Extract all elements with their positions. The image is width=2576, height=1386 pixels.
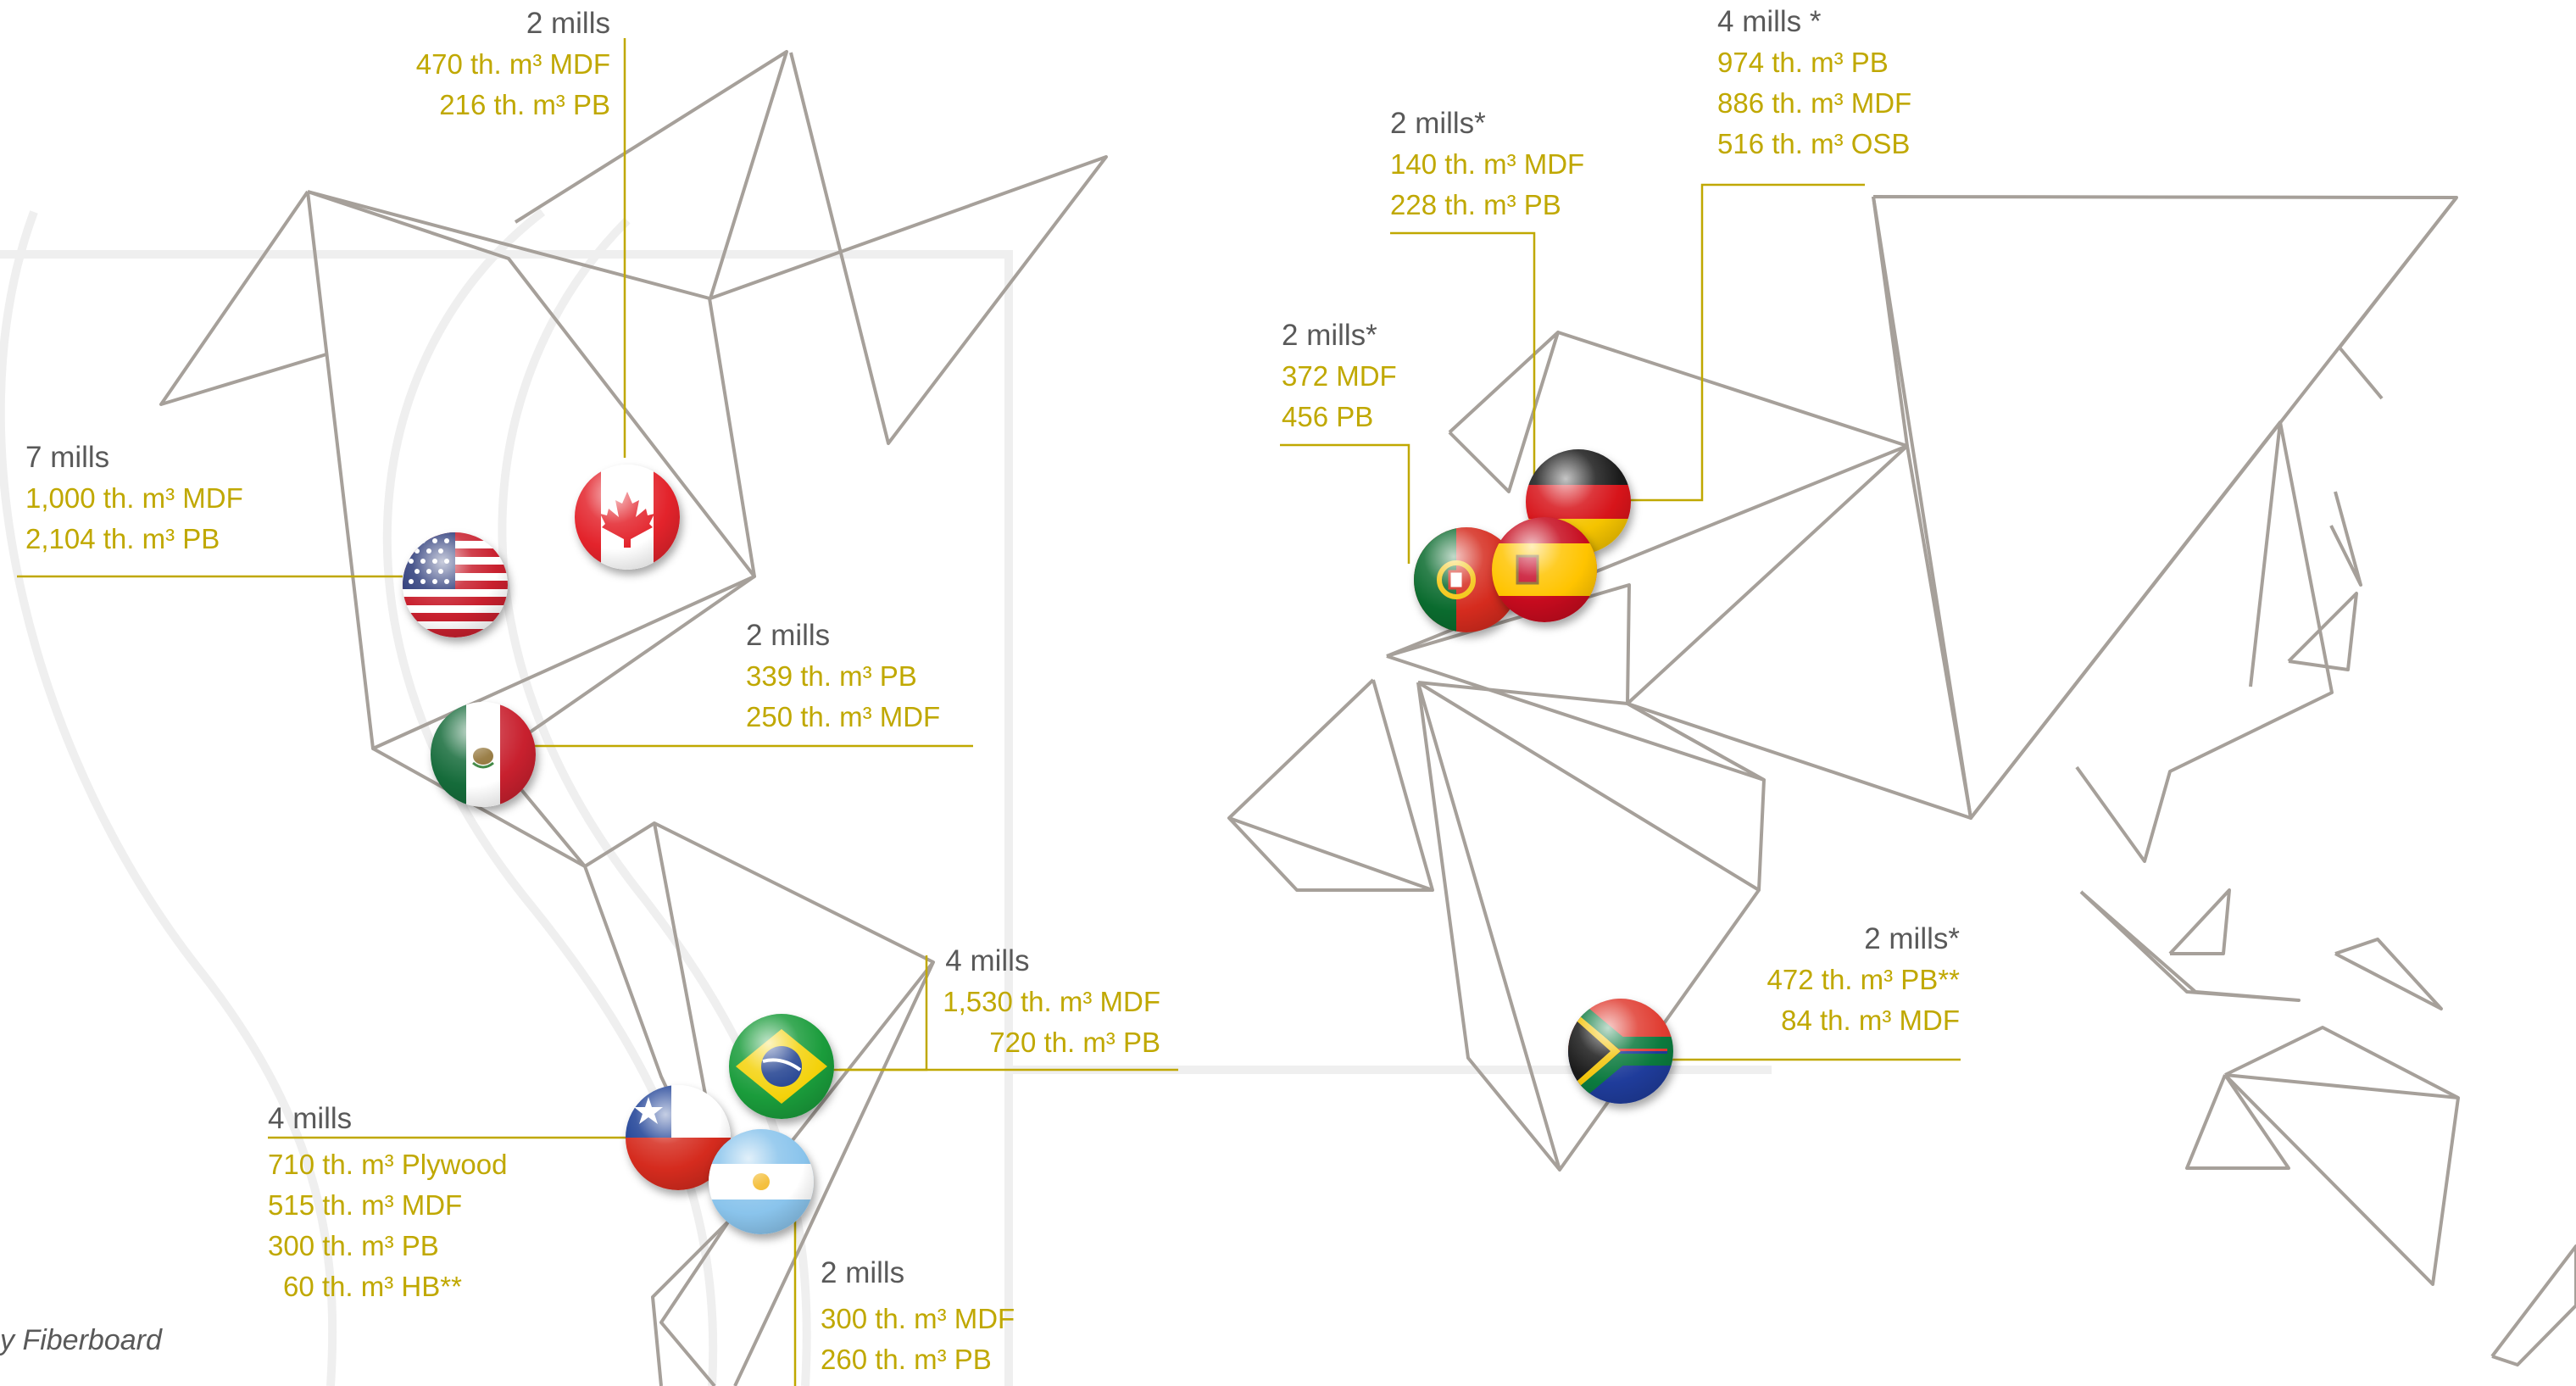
usa-label: 7 mills 1,000 th. m³ MDF 2,104 th. m³ PB [25,437,243,559]
usa-capacity-1: 1,000 th. m³ MDF [25,482,243,514]
chile-capacity-1: 710 th. m³ Plywood [268,1149,508,1180]
mexico-capacity-2: 250 th. m³ MDF [746,701,941,732]
chile-capacity-4: 60 th. m³ HB** [283,1271,462,1302]
germany-capacity-2: 886 th. m³ MDF [1717,87,1912,119]
brazil-mills: 4 mills [945,944,1030,977]
canada-label: 2 mills 470 th. m³ MDF 216 th. m³ PB [416,3,610,125]
usa-capacity-2: 2,104 th. m³ PB [25,523,220,554]
germany-label: 4 mills * 974 th. m³ PB 886 th. m³ MDF 5… [1717,2,1911,164]
footnote: y Fiberboard [0,1324,162,1356]
brazil-capacity-1: 1,530 th. m³ MDF [943,986,1160,1017]
south-africa-mills: 2 mills* [1864,922,1960,955]
south-africa-flag-icon [1568,999,1673,1104]
spain-label: 2 mills* 140 th. m³ MDF 228 th. m³ PB [1390,103,1584,225]
south-africa-capacity-1: 472 th. m³ PB** [1766,964,1960,995]
canada-flag-icon [575,465,680,570]
germany-capacity-3: 516 th. m³ OSB [1717,128,1911,159]
south-africa-capacity-2: 84 th. m³ MDF [1781,1005,1960,1036]
portugal-capacity-1: 372 MDF [1282,360,1397,392]
portugal-capacity-2: 456 PB [1282,401,1374,432]
argentina-capacity-2: 260 th. m³ PB [821,1344,992,1375]
usa-mills: 7 mills [25,441,110,474]
spain-mills: 2 mills* [1390,107,1486,140]
spain-capacity-1: 140 th. m³ MDF [1390,148,1585,180]
canada-mills: 2 mills [526,7,610,40]
brazil-flag-icon [729,1014,834,1119]
argentina-label: 2 mills 300 th. m³ MDF 260 th. m³ PB [821,1253,1015,1380]
argentina-mills: 2 mills [821,1256,905,1289]
germany-mills: 4 mills * [1717,5,1822,38]
brazil-label: 4 mills 1,530 th. m³ MDF 720 th. m³ PB [943,941,1160,1063]
canada-capacity-1: 470 th. m³ MDF [415,48,610,80]
chile-mills: 4 mills [268,1102,353,1135]
brazil-capacity-2: 720 th. m³ PB [989,1027,1160,1058]
spain-flag-icon [1492,517,1597,622]
chile-capacity-3: 300 th. m³ PB [268,1230,439,1261]
south-africa-label: 2 mills* 472 th. m³ PB** 84 th. m³ MDF [1767,919,1960,1041]
argentina-flag-icon [709,1129,814,1234]
chile-capacity-2: 515 th. m³ MDF [268,1189,463,1221]
mexico-mills: 2 mills [746,619,831,652]
usa-flag-icon [403,532,508,637]
mexico-capacity-1: 339 th. m³ PB [746,660,917,692]
mexico-label: 2 mills 339 th. m³ PB 250 th. m³ MDF [746,615,940,738]
canada-capacity-2: 216 th. m³ PB [439,89,610,120]
portugal-label: 2 mills* 372 MDF 456 PB [1282,315,1397,437]
argentina-capacity-1: 300 th. m³ MDF [821,1303,1015,1334]
leader-lines [17,38,1961,1386]
chile-label: 4 mills 710 th. m³ Plywood 515 th. m³ MD… [268,1099,507,1307]
spain-capacity-2: 228 th. m³ PB [1390,189,1561,220]
portugal-mills: 2 mills* [1282,319,1377,352]
watermark-arcs [0,209,1772,1386]
germany-capacity-1: 974 th. m³ PB [1717,47,1889,78]
mexico-flag-icon [431,702,536,807]
